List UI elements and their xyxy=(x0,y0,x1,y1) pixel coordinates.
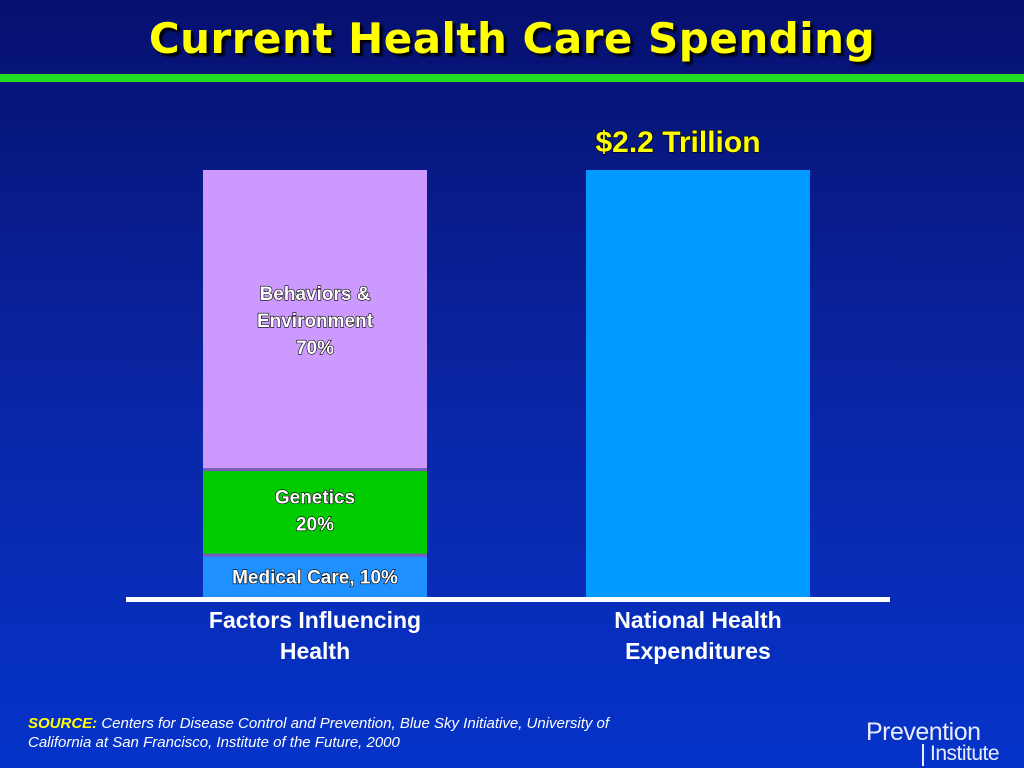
source-key: SOURCE: xyxy=(28,715,98,732)
logo-line1: Prevention xyxy=(866,718,981,746)
category-label-1-0: National Health xyxy=(614,607,781,633)
slide-title: Current Health Care Spending xyxy=(148,14,876,63)
stack-segment-1 xyxy=(203,469,427,556)
category-label-0-1: Health xyxy=(280,638,350,664)
logo-bar xyxy=(922,744,924,766)
logo-line2: Institute xyxy=(930,742,1000,765)
stack-segment-0-label-0: Medical Care, 10% xyxy=(232,568,398,589)
total-bar xyxy=(586,170,810,598)
category-label-0-0: Factors Influencing xyxy=(209,607,421,633)
stack-segment-2-label-1: Environment xyxy=(257,311,374,332)
stack-segment-0 xyxy=(203,555,427,598)
source-citation: SOURCE: Centers for Disease Control and … xyxy=(28,714,648,752)
prevention-institute-logo: Prevention Institute xyxy=(856,718,1006,766)
source-text: Centers for Disease Control and Preventi… xyxy=(28,715,610,751)
stack-segment-1-label-1: 20% xyxy=(296,515,334,536)
stack-divider-1 xyxy=(203,468,427,472)
x-axis-baseline xyxy=(126,597,890,602)
stack-segment-2-label-0: Behaviors & xyxy=(260,284,371,305)
total-bar-label: $2.2 Trillion xyxy=(595,126,760,159)
stack-segment-2 xyxy=(203,170,427,470)
category-label-1-1: Expenditures xyxy=(625,638,771,664)
stack-divider-0 xyxy=(203,553,427,557)
stack-segment-1-label-0: Genetics xyxy=(275,488,355,509)
title-underline xyxy=(0,74,1024,82)
stack-segment-2-label-2: 70% xyxy=(296,338,334,359)
